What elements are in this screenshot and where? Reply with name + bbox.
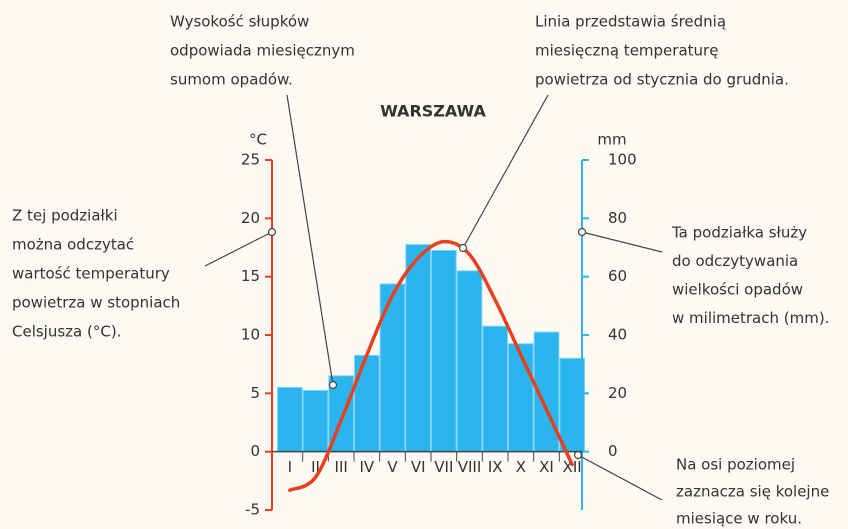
annotation-text: sumom opadów.	[170, 71, 293, 89]
bar	[302, 389, 329, 453]
y2-tick-label: 40	[608, 326, 627, 344]
annotation-text: miesiące w roku.	[676, 510, 802, 528]
y2-tick-label: 60	[608, 267, 627, 285]
x-tick-label: VII	[434, 458, 453, 476]
annotation-text: w milimetrach (mm).	[672, 309, 829, 327]
x-tick-label: V	[387, 458, 398, 476]
y-tick-label: 10	[241, 326, 260, 344]
y-tick-label: 5	[250, 384, 260, 402]
leader-line	[204, 231, 273, 267]
leader-point	[573, 450, 583, 460]
leader-point	[328, 380, 338, 390]
bar	[559, 357, 585, 453]
y2-tick-label: 100	[608, 151, 637, 169]
leader-line	[462, 94, 549, 249]
x-tick-label: XII	[563, 458, 582, 476]
y-tick-label: 20	[241, 209, 260, 227]
x-tick-label: IV	[359, 458, 374, 476]
bar	[277, 387, 303, 453]
annotation-text: powietrza od stycznia do grudnia.	[535, 71, 789, 89]
annotation-text: Wysokość słupków	[170, 13, 309, 31]
leader-point	[458, 243, 468, 253]
y2-tick-label: 80	[608, 209, 627, 227]
annotation-text: Linia przedstawia średnią	[535, 13, 726, 31]
leader-line	[577, 454, 663, 501]
annotation-text: można odczytać	[12, 236, 134, 254]
y-axis-label: °C	[249, 131, 267, 149]
temperature-line	[288, 239, 574, 492]
annotation-text: wielkości opadów	[672, 281, 803, 299]
y-tick-label: 25	[241, 151, 260, 169]
x-tick-label: I	[288, 458, 292, 476]
y2-axis-label: mm	[597, 131, 626, 149]
annotation-text: zaznacza się kolejne	[676, 483, 829, 501]
x-tick-label: II	[311, 458, 320, 476]
annotation-text: Ta podziałka służy	[671, 224, 807, 242]
bar	[354, 354, 380, 453]
bar	[379, 283, 406, 453]
x-tick-label: VI	[411, 458, 426, 476]
chart-title: WARSZAWA	[380, 102, 486, 121]
annotation-text: powietrza w stopniach	[12, 294, 180, 312]
y2-tick-label: 0	[608, 442, 618, 460]
bar	[456, 270, 483, 453]
x-tick-label: XI	[539, 458, 554, 476]
bar	[508, 343, 534, 453]
annotation-text: Na osi poziomej	[676, 456, 795, 474]
y-tick-label: 0	[250, 442, 260, 460]
annotation-text: Celsjusza (°C).	[12, 323, 121, 341]
x-tick-label: VIII	[458, 458, 482, 476]
annotation-text: do odczytywania	[672, 252, 798, 270]
leader-line	[286, 94, 334, 386]
y-tick-label: 15	[241, 267, 260, 285]
y-tick-label: -5	[245, 501, 260, 519]
y2-tick-label: 20	[608, 384, 627, 402]
annotation-text: Z tej podziałki	[12, 207, 118, 225]
bar	[431, 249, 457, 453]
annotation-text: odpowiada miesięcznym	[170, 42, 355, 60]
bar	[405, 244, 432, 453]
leader-point	[577, 227, 587, 237]
annotation-text: wartość temperatury	[12, 265, 170, 283]
x-tick-label: IX	[488, 458, 503, 476]
x-tick-label: X	[516, 458, 526, 476]
x-tick-label: III	[335, 458, 348, 476]
leader-line	[581, 231, 663, 253]
bar	[482, 325, 509, 453]
leader-point	[267, 227, 277, 237]
annotation-text: miesięczną temperaturę	[535, 42, 718, 60]
